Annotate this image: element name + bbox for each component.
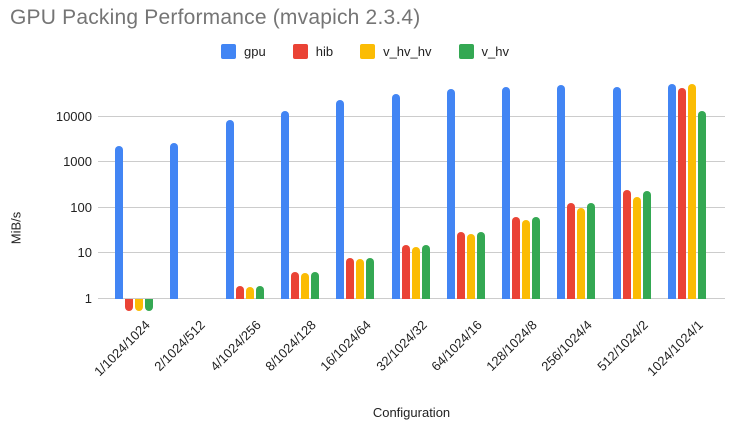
- bar-v_hv-8-1024-128[interactable]: [310, 272, 319, 299]
- legend-label: v_hv: [481, 44, 509, 59]
- legend-swatch-icon: [221, 44, 237, 59]
- bar-v_hv-256-1024-4[interactable]: [587, 203, 596, 299]
- x-tick-label: 512/1024/2: [593, 317, 651, 374]
- bar-v_hv_hv-256-1024-4[interactable]: [577, 207, 586, 299]
- bar-gpu-1024-1024-1[interactable]: [668, 84, 676, 299]
- bar-gpu-128-1024-8[interactable]: [502, 86, 511, 299]
- legend-label: v_hv_hv: [383, 44, 432, 59]
- bar-gpu-1-1024-1024[interactable]: [115, 146, 123, 299]
- bar-v_hv-1024-1024-1[interactable]: [698, 111, 706, 299]
- legend-item-v_hv_hv[interactable]: v_hv_hv: [360, 44, 432, 59]
- x-tick-label: 16/1024/64: [317, 317, 375, 374]
- bar-hib-512-1024-2[interactable]: [622, 189, 631, 299]
- bar-hib-256-1024-4[interactable]: [567, 202, 576, 299]
- x-tick-label: 128/1024/8: [483, 317, 540, 374]
- bar-hib-64-1024-16[interactable]: [456, 231, 465, 299]
- bar-gpu-2-1024-512[interactable]: [170, 142, 179, 299]
- bar-gpu-64-1024-16[interactable]: [446, 88, 455, 299]
- y-tick-label: 1000: [63, 154, 92, 170]
- bar-v_hv_hv-1-1024-1024[interactable]: [135, 299, 143, 311]
- x-tick-label: 1/1024/1024: [91, 317, 153, 380]
- bar-v_hv_hv-4-1024-256[interactable]: [245, 287, 254, 299]
- bar-gpu-256-1024-4[interactable]: [557, 85, 566, 299]
- bar-gpu-8-1024-128[interactable]: [280, 110, 289, 299]
- legend-item-v_hv[interactable]: v_hv: [458, 44, 509, 59]
- x-tick-label: 256/1024/4: [538, 317, 596, 374]
- legend-swatch-icon: [360, 44, 376, 59]
- bar-v_hv-128-1024-8[interactable]: [532, 217, 541, 299]
- x-axis-title: Configuration: [372, 405, 451, 420]
- y-axis-title: MiB/s: [8, 211, 24, 245]
- bar-gpu-16-1024-64[interactable]: [336, 100, 345, 299]
- x-tick-label: 2/1024/512: [151, 317, 209, 374]
- bar-v_hv_hv-16-1024-64[interactable]: [356, 259, 365, 299]
- legend-label: hib: [315, 44, 334, 59]
- bar-hib-16-1024-64[interactable]: [346, 258, 355, 299]
- bar-hib-128-1024-8[interactable]: [512, 217, 521, 299]
- x-tick-label: 4/1024/256: [206, 317, 264, 374]
- bar-gpu-32-1024-32[interactable]: [391, 93, 400, 299]
- bar-v_hv-1-1024-1024[interactable]: [145, 299, 153, 311]
- legend-swatch-icon: [458, 44, 474, 59]
- legend-swatch-icon: [292, 44, 308, 59]
- x-axis: 1/1024/1024 2/1024/512 4/1024/256 8/1024/12…: [91, 300, 725, 400]
- bar-v_hv_hv-1024-1024-1[interactable]: [688, 83, 696, 299]
- bar-hib-8-1024-128[interactable]: [290, 272, 299, 299]
- bar-v_hv_hv-128-1024-8[interactable]: [522, 220, 531, 299]
- bar-gpu-512-1024-2[interactable]: [612, 86, 621, 299]
- chart-title: GPU Packing Performance (mvapich 2.3.4): [10, 6, 421, 29]
- gridline: [98, 206, 725, 208]
- y-tick-label: 10000: [55, 108, 92, 124]
- bar-v_hv-32-1024-32[interactable]: [421, 244, 430, 299]
- bar-hib-32-1024-32[interactable]: [401, 245, 410, 299]
- bar-gpu-4-1024-256[interactable]: [225, 119, 234, 299]
- y-axis: 1 10 100 1000 10000: [0, 80, 92, 305]
- bar-v_hv_hv-32-1024-32[interactable]: [411, 246, 420, 299]
- legend: gpu hib v_hv_hv v_hv: [0, 44, 730, 59]
- y-tick-label: 10: [77, 245, 92, 261]
- bar-v_hv_hv-64-1024-16[interactable]: [466, 233, 475, 299]
- bar-v_hv_hv-512-1024-2[interactable]: [632, 197, 641, 299]
- gridline: [98, 115, 725, 117]
- y-tick-label: 1: [84, 291, 92, 306]
- bar-hib-4-1024-256[interactable]: [235, 286, 244, 299]
- plot-area: [98, 80, 725, 311]
- legend-item-hib[interactable]: hib: [292, 44, 334, 59]
- bar-v_hv-512-1024-2[interactable]: [642, 190, 651, 299]
- legend-item-gpu[interactable]: gpu: [221, 44, 266, 59]
- bar-v_hv-4-1024-256[interactable]: [255, 286, 264, 299]
- x-tick-label: 32/1024/32: [372, 317, 430, 374]
- x-tick-label: 64/1024/16: [428, 317, 485, 374]
- bar-v_hv-16-1024-64[interactable]: [366, 257, 375, 299]
- bar-v_hv-64-1024-16[interactable]: [476, 231, 485, 299]
- x-tick-label: 1024/1024/1: [644, 317, 706, 380]
- bar-hib-1-1024-1024[interactable]: [125, 299, 133, 311]
- bar-v_hv_hv-8-1024-128[interactable]: [300, 273, 309, 299]
- bar-hib-1024-1024-1[interactable]: [678, 87, 686, 299]
- x-tick-label: 8/1024/128: [262, 317, 319, 374]
- legend-label: gpu: [244, 44, 266, 59]
- y-tick-label: 100: [70, 199, 92, 215]
- gridline: [98, 161, 725, 163]
